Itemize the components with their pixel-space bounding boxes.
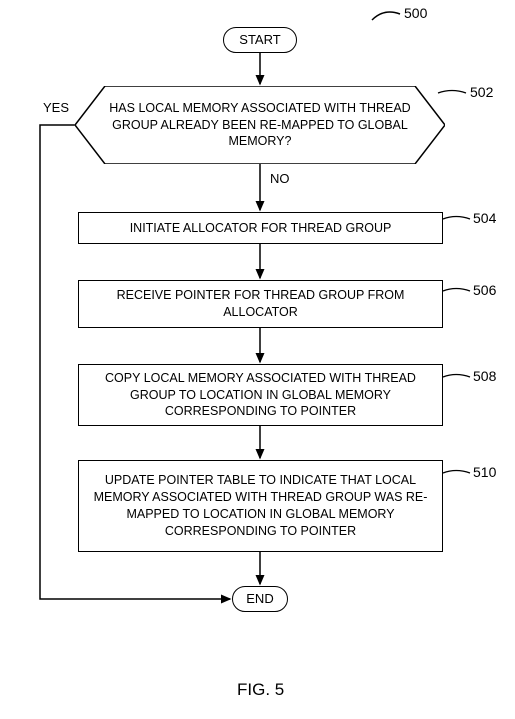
start-terminal: START [223,27,297,53]
decision-node: HAS LOCAL MEMORY ASSOCIATED WITH THREAD … [75,86,445,164]
decision-no-label: NO [270,171,290,186]
step-504: INITIATE ALLOCATOR FOR THREAD GROUP [78,212,443,244]
figure-label: FIG. 5 [237,680,284,700]
end-terminal: END [232,586,288,612]
ref-502: 502 [470,84,493,100]
figure-ref-number: 500 [404,5,427,21]
decision-text: HAS LOCAL MEMORY ASSOCIATED WITH THREAD … [75,86,445,164]
ref-504: 504 [473,210,496,226]
step-508-text: COPY LOCAL MEMORY ASSOCIATED WITH THREAD… [89,370,432,421]
flowchart-container: { "figure_ref": "500", "figure_label": "… [0,0,515,719]
step-510: UPDATE POINTER TABLE TO INDICATE THAT LO… [78,460,443,552]
step-508: COPY LOCAL MEMORY ASSOCIATED WITH THREAD… [78,364,443,426]
ref-510: 510 [473,464,496,480]
step-504-text: INITIATE ALLOCATOR FOR THREAD GROUP [130,220,392,237]
start-label: START [239,31,280,49]
ref-506: 506 [473,282,496,298]
step-510-text: UPDATE POINTER TABLE TO INDICATE THAT LO… [89,472,432,540]
ref-508: 508 [473,368,496,384]
end-label: END [246,590,273,608]
decision-yes-label: YES [43,100,69,115]
step-506-text: RECEIVE POINTER FOR THREAD GROUP FROM AL… [89,287,432,321]
step-506: RECEIVE POINTER FOR THREAD GROUP FROM AL… [78,280,443,328]
